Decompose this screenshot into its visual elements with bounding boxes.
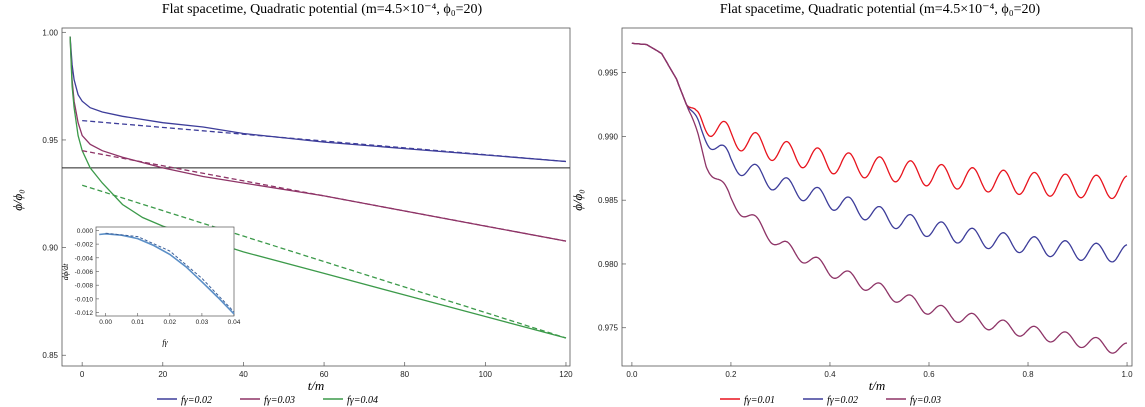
inset-y-tick-label: -0.010 — [75, 296, 94, 303]
fit-line — [82, 119, 567, 163]
series-line — [631, 42, 1127, 354]
right-series — [631, 42, 1128, 354]
inset-fit-line — [105, 232, 235, 313]
x-tick-label: 40 — [239, 370, 248, 379]
series-line — [69, 36, 567, 242]
y-tick-label: 0.90 — [42, 244, 58, 253]
y-tick-label: 0.95 — [42, 136, 58, 145]
inset-series-line — [99, 232, 235, 315]
legend-label: fγ=0.01 — [744, 395, 775, 406]
series-line — [631, 42, 1128, 200]
inset-series — [99, 232, 235, 315]
x-tick-label: 20 — [158, 370, 167, 379]
inset-frame — [95, 226, 235, 317]
x-tick-label: 0.0 — [626, 370, 638, 379]
left-inset: 0.00 0.01 0.02 0.03 0.04 0.000 -0.002 -0.004 -0.… — [61, 226, 241, 347]
x-tick-label: 120 — [559, 370, 573, 379]
inset-y-tick-label: -0.004 — [75, 255, 94, 262]
legend-label: fγ=0.03 — [264, 395, 295, 406]
right-x-axis-label: t/m — [869, 378, 886, 393]
legend-item: fγ=0.04 — [323, 395, 378, 406]
legend-label: fγ=0.02 — [827, 395, 858, 406]
inset-x-tick-label: 0.00 — [99, 319, 112, 326]
x-tick-label: 80 — [400, 370, 409, 379]
legend-item: fγ=0.03 — [886, 395, 941, 406]
x-tick-label: 0.8 — [1022, 370, 1034, 379]
x-tick-label: 0.6 — [923, 370, 935, 379]
y-tick-label: 0.995 — [598, 69, 619, 78]
x-tick-label: 60 — [320, 370, 329, 379]
inset-y-tick-label: -0.012 — [75, 310, 94, 317]
inset-y-axis-label: dϕ/dt — [61, 263, 70, 280]
legend-item: fγ=0.02 — [803, 395, 858, 406]
inset-x-tick-label: 0.01 — [131, 319, 144, 326]
y-tick-label: 0.985 — [598, 196, 619, 205]
x-tick-label: 0.4 — [824, 370, 836, 379]
legend-label: fγ=0.04 — [347, 395, 378, 406]
y-tick-label: 0.975 — [598, 324, 619, 333]
inset-y-tick-label: -0.006 — [75, 269, 94, 276]
x-tick-label: 1.0 — [1121, 370, 1133, 379]
y-tick-label: 0.990 — [598, 132, 619, 141]
x-tick-label: 0.2 — [725, 370, 737, 379]
inset-x-axis-label: fγ — [162, 338, 168, 347]
right-legend: fγ=0.01 fγ=0.02 fγ=0.03 — [720, 395, 941, 406]
legend-item: fγ=0.01 — [720, 395, 775, 406]
series-line — [631, 42, 1128, 263]
left-series — [69, 36, 567, 339]
right-plot-frame — [621, 27, 1133, 367]
left-chart-title: Flat spacetime, Quadratic potential (m=4… — [162, 2, 483, 17]
inset-axis-ticks: 0.00 0.01 0.02 0.03 0.04 0.000 -0.002 -0.004 -0.… — [75, 228, 241, 326]
x-tick-label: 0 — [80, 370, 85, 379]
right-chart-title: Flat spacetime, Quadratic potential (m=4… — [720, 2, 1041, 17]
right-axis-ticks: 0.0 0.2 0.4 0.6 0.8 1.0 0.975 0.980 0.985 0.990 0.… — [598, 69, 1133, 379]
inset-x-tick-label: 0.04 — [228, 319, 241, 326]
fit-line — [82, 184, 567, 339]
inset-y-tick-label: -0.002 — [75, 242, 94, 249]
legend-label: fγ=0.03 — [910, 395, 941, 406]
inset-y-tick-label: 0.000 — [77, 228, 94, 235]
fit-line — [82, 150, 567, 242]
inset-x-tick-label: 0.03 — [196, 319, 209, 326]
legend-item: fγ=0.03 — [240, 395, 295, 406]
left-axis-ticks: 0 20 40 60 80 100 120 0.85 0.90 0.95 1.00 — [42, 28, 573, 379]
legend-label: fγ=0.02 — [181, 395, 212, 406]
left-plot-frame — [61, 27, 571, 367]
right-chart: Flat spacetime, Quadratic potential (m=4… — [570, 2, 1133, 406]
legend-item: fγ=0.02 — [157, 395, 212, 406]
x-tick-label: 100 — [479, 370, 493, 379]
right-y-axis-label: ϕ/ϕ₀ — [570, 189, 585, 211]
left-chart: Flat spacetime, Quadratic potential (m=4… — [10, 2, 573, 406]
inset-x-tick-label: 0.02 — [163, 319, 176, 326]
series-line — [69, 36, 567, 339]
left-legend: fγ=0.02 fγ=0.03 fγ=0.04 — [157, 395, 378, 406]
left-y-axis-label: ϕ/ϕ₀ — [10, 189, 25, 211]
y-tick-label: 0.980 — [598, 260, 619, 269]
inset-y-tick-label: -0.008 — [75, 283, 94, 290]
y-tick-label: 0.85 — [42, 351, 58, 360]
series-line — [69, 36, 567, 163]
y-tick-label: 1.00 — [42, 28, 58, 37]
left-x-axis-label: t/m — [308, 378, 325, 393]
